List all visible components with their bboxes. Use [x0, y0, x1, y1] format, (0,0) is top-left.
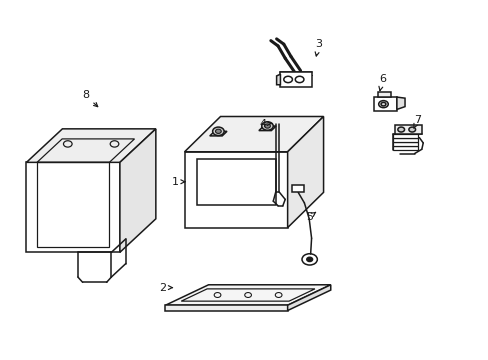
Polygon shape — [287, 117, 323, 228]
Polygon shape — [396, 97, 404, 109]
Polygon shape — [165, 285, 330, 305]
Circle shape — [378, 101, 387, 108]
Polygon shape — [276, 74, 280, 85]
Polygon shape — [373, 97, 396, 111]
Text: 3: 3 — [315, 39, 322, 56]
Polygon shape — [184, 152, 287, 228]
Polygon shape — [209, 131, 226, 136]
Text: 5: 5 — [305, 212, 315, 222]
Circle shape — [212, 127, 224, 136]
Polygon shape — [392, 135, 418, 138]
Text: 1: 1 — [171, 177, 184, 187]
Circle shape — [261, 122, 273, 130]
Polygon shape — [377, 92, 390, 97]
Circle shape — [408, 127, 415, 132]
Polygon shape — [184, 117, 323, 152]
Polygon shape — [120, 129, 156, 252]
Text: 7: 7 — [413, 115, 421, 128]
Polygon shape — [392, 147, 418, 150]
Text: 8: 8 — [81, 90, 98, 107]
Polygon shape — [292, 185, 304, 192]
Circle shape — [306, 257, 312, 261]
Polygon shape — [392, 142, 418, 146]
Circle shape — [397, 127, 404, 132]
Polygon shape — [258, 126, 276, 131]
Text: 2: 2 — [159, 283, 172, 293]
Polygon shape — [287, 285, 330, 311]
Polygon shape — [26, 162, 120, 252]
Circle shape — [215, 129, 221, 134]
Polygon shape — [395, 125, 421, 134]
Polygon shape — [165, 305, 287, 311]
Polygon shape — [26, 129, 156, 162]
Polygon shape — [280, 72, 311, 86]
Text: 6: 6 — [378, 75, 385, 91]
Polygon shape — [392, 138, 418, 141]
Text: 4: 4 — [259, 118, 271, 129]
Circle shape — [264, 124, 270, 128]
